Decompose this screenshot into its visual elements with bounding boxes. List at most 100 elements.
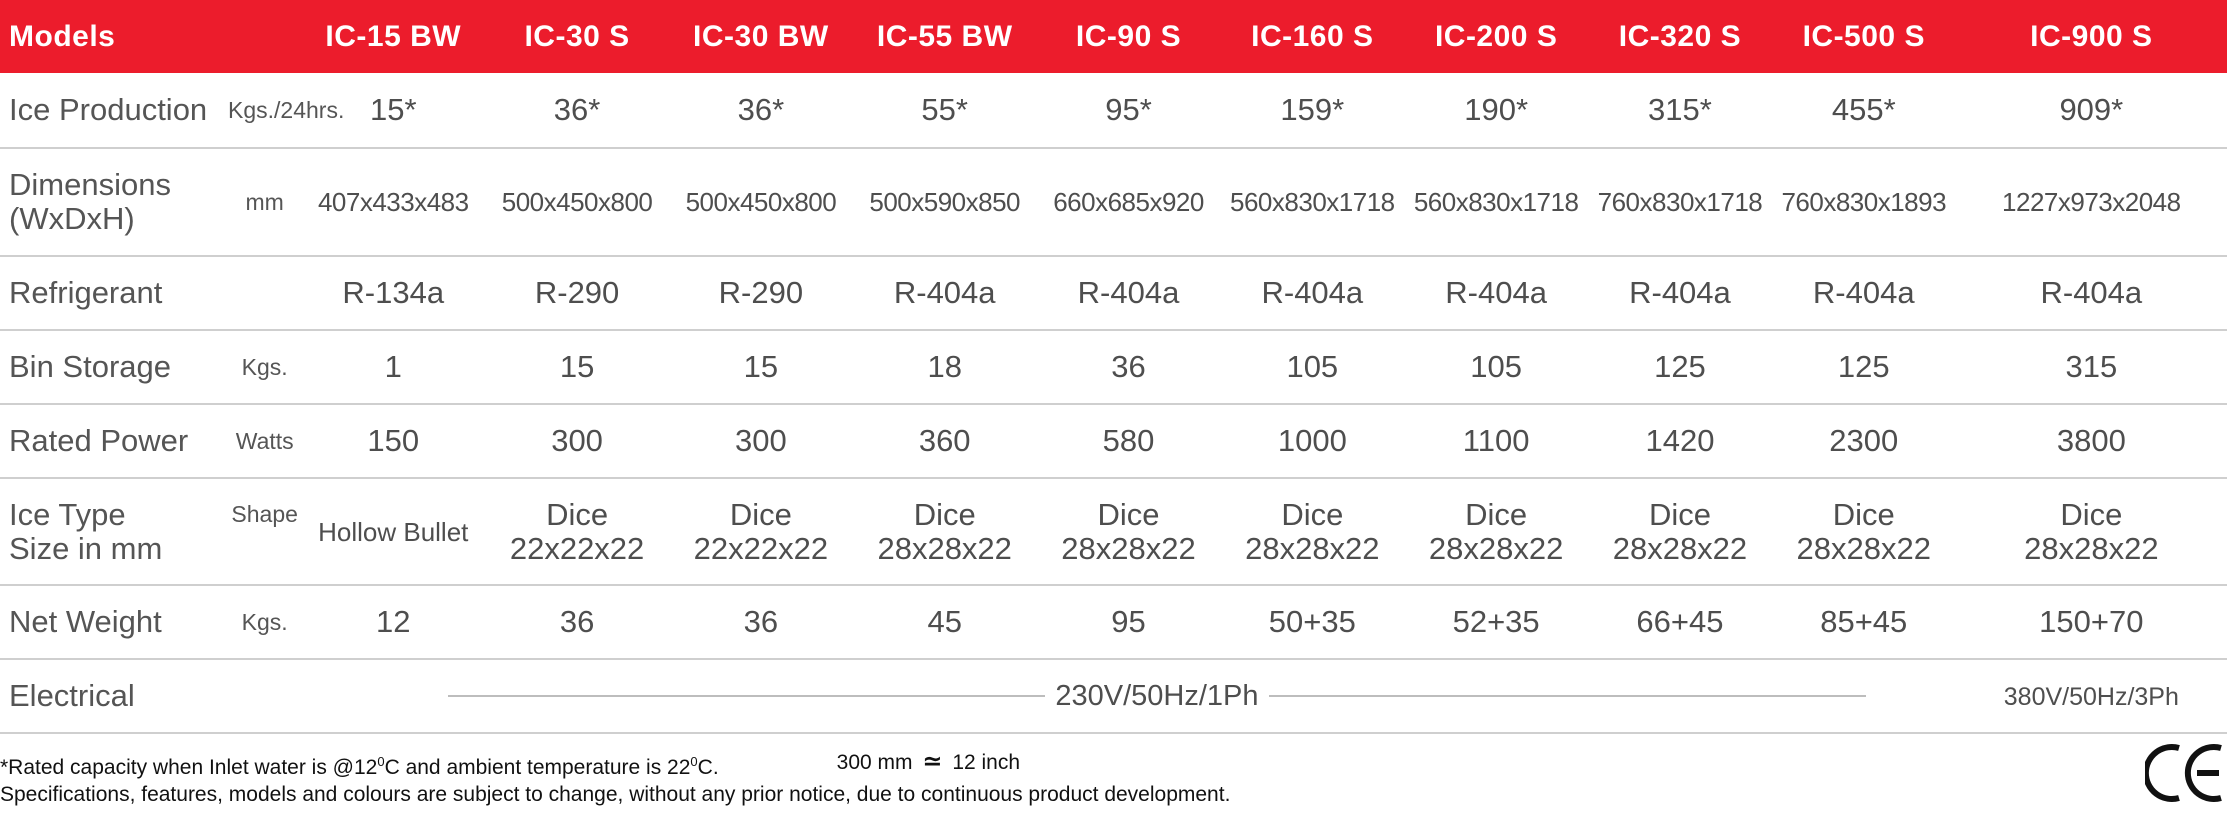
cell: 55* [852,73,1037,149]
cell: 660x685x920 [1036,148,1221,257]
cell: 15 [668,330,853,405]
row-unit: Kgs./24hrs. [228,73,344,149]
conversion-right: 12 inch [952,751,1021,774]
cell: 760x830x1893 [1771,148,1956,257]
row-rated-power: Rated Power Watts 150 300 300 360 580 10… [0,404,2227,479]
cell: 36 [1036,330,1221,405]
cell: R-134a [301,256,486,331]
row-electrical: Electrical 230V/50Hz/1Ph 380V/50Hz/3Ph [0,659,2227,734]
model-header: IC-15 BW [325,19,462,53]
row-unit [228,659,302,734]
cell: 12 [301,585,486,660]
ice-size: 28x28x22 [877,530,1012,566]
cell: R-290 [485,256,669,331]
footnote: *Rated capacity when Inlet water is @120… [0,748,1230,808]
row-label: Refrigerant [0,256,229,331]
cell: Hollow Bullet [301,478,486,586]
model-header: IC-55 BW [876,19,1013,53]
span-line-right [1268,695,1866,697]
row-unit [228,256,302,331]
approx-equal-icon: ≃ [922,748,943,775]
cell: 560x830x1718 [1404,148,1589,257]
row-label: Rated Power [0,404,229,479]
ice-size: 28x28x22 [1796,530,1931,566]
row-label: Electrical [0,659,229,734]
cell: Dice 28x28x22 [1404,478,1589,586]
cell: 36* [668,73,853,149]
model-header: IC-500 S [1802,19,1925,53]
row-unit: Kgs. [228,330,302,405]
cell: 66+45 [1588,585,1772,660]
cell: 150+70 [1955,585,2227,660]
ice-shape: Dice [1281,496,1344,532]
ice-shape: Dice [1465,496,1528,532]
cell: Dice 28x28x22 [1771,478,1956,586]
cell: 85+45 [1771,585,1956,660]
cell: 95* [1036,73,1221,149]
row-ice-production: Ice Production Kgs./24hrs. 15* 36* 36* 5… [0,73,2227,149]
cell: 360 [852,404,1037,479]
cell: R-404a [1220,256,1405,331]
row-label: Net Weight [0,585,229,660]
cell: 500x450x800 [668,148,853,257]
row-label-line2: (WxDxH) [9,201,135,236]
cell: Dice 22x22x22 [668,478,853,586]
cell: 407x433x483 [301,148,486,257]
ice-shape: Dice [2060,496,2123,532]
model-header: IC-30 S [524,19,630,53]
row-refrigerant: Refrigerant R-134a R-290 R-290 R-404a R-… [0,256,2227,331]
row-label: Ice Type Size in mm [0,478,229,586]
cell: 52+35 [1404,585,1589,660]
cell: R-404a [852,256,1037,331]
note-text: C. [697,756,719,779]
row-ice-type: Ice Type Size in mm Shape Hollow Bullet … [0,478,2227,586]
ice-size: 22x22x22 [509,530,645,566]
cell: R-404a [1955,256,2227,331]
ice-shape: Dice [546,496,609,532]
electrical-three-phase: 380V/50Hz/3Ph [2003,683,2179,711]
cell: 15* [301,73,486,149]
model-header: IC-160 S [1251,19,1374,53]
span-line-left [448,695,1046,697]
ice-shape: Dice [913,496,976,532]
cell: 1 [301,330,486,405]
cell: Dice 28x28x22 [1036,478,1221,586]
model-header: IC-90 S [1075,19,1182,53]
cell: 45 [852,585,1037,660]
cell: R-404a [1771,256,1956,331]
row-net-weight: Net Weight Kgs. 12 36 36 45 95 50+35 52+… [0,585,2227,660]
ice-shape: Dice [1648,496,1711,532]
cell: 580 [1036,404,1221,479]
row-dimensions: Dimensions (WxDxH) mm 407x433x483 500x45… [0,148,2227,257]
model-header: IC-900 S [2030,19,2153,53]
cell: 18 [852,330,1037,405]
cell: 105 [1404,330,1589,405]
ice-size: 28x28x22 [1612,530,1748,566]
cell: 105 [1220,330,1405,405]
cell: 560x830x1718 [1220,148,1405,257]
cell: 150 [301,404,486,479]
cell: 36 [668,585,853,660]
model-header: IC-320 S [1618,19,1742,53]
row-unit: Shape [228,478,302,586]
model-header: IC-30 BW [693,19,829,53]
row-label-line1: Dimensions [9,167,171,202]
ce-mark-icon [2145,744,2222,802]
row-label: Ice Production [0,73,229,149]
cell: 3800 [1955,404,2227,479]
ice-shape: Dice [729,496,792,532]
cell: 1000 [1220,404,1405,479]
row-label: Dimensions (WxDxH) [0,148,229,257]
ice-size: 28x28x22 [1061,530,1196,566]
cell: 36 [485,585,669,660]
cell: R-404a [1036,256,1221,331]
cell: 125 [1771,330,1956,405]
ice-shape: Dice [1097,496,1160,532]
cell: 36* [485,73,669,149]
row-unit: Kgs. [228,585,302,660]
cell: 300 [668,404,853,479]
cell: 380V/50Hz/3Ph [1955,659,2227,734]
unit-conversion: 300 mm ≃ 12 inch [837,748,1020,781]
row-label-line2: Size in mm [9,530,163,566]
cell: 1100 [1404,404,1589,479]
